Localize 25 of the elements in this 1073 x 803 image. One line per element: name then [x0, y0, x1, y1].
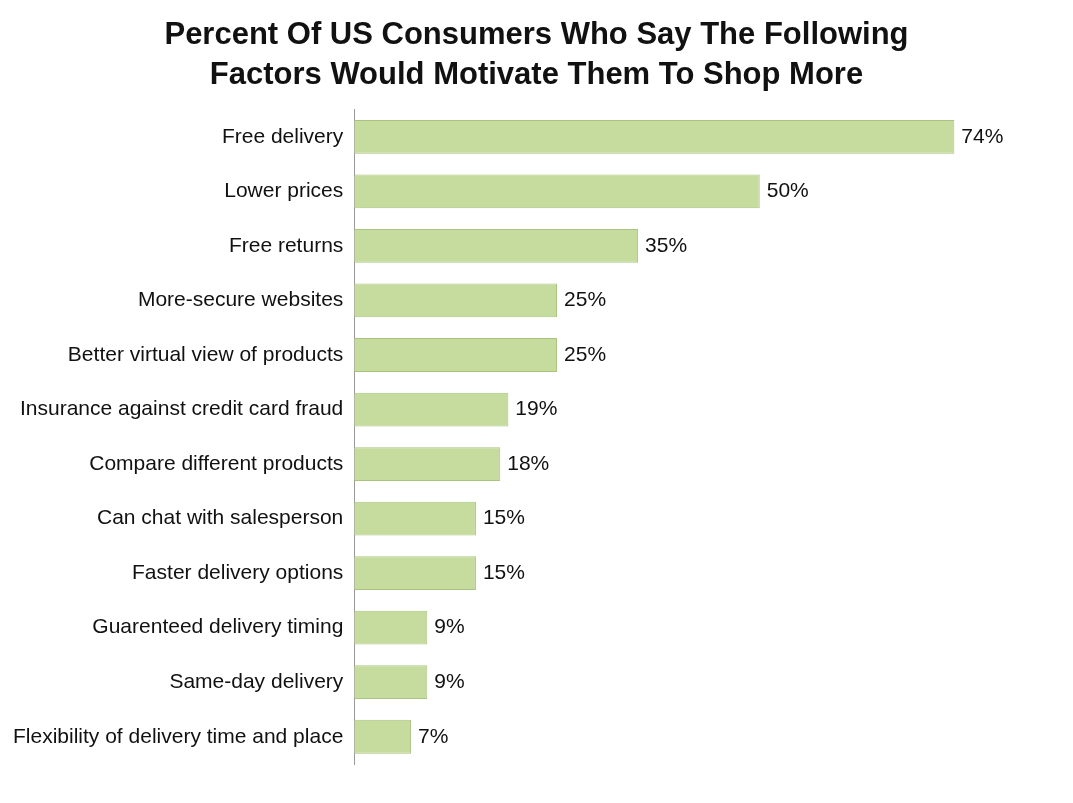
y-tick-label: Insurance against credit card fraud	[19, 396, 344, 420]
data-label: 25%	[564, 341, 607, 365]
data-label: 35%	[645, 232, 688, 256]
data-label: 15%	[482, 505, 525, 529]
y-tick-label: Guarenteed delivery timing	[92, 614, 344, 638]
data-label: 9%	[434, 669, 465, 692]
data-label: 15%	[482, 559, 525, 583]
y-tick-label: Flexibility of delivery time and place	[13, 723, 344, 747]
y-tick-label: Faster delivery options	[132, 559, 344, 583]
y-tick-label: Compare different products	[89, 450, 344, 474]
data-label: 7%	[418, 723, 449, 747]
y-tick-label: More-secure websites	[137, 287, 344, 311]
data-label: 50%	[766, 178, 809, 202]
data-label: 25%	[564, 287, 607, 311]
y-tick-label: Lower prices	[224, 178, 344, 202]
data-label: 18%	[507, 450, 550, 474]
y-tick-label: Better virtual view of products	[67, 341, 344, 365]
data-label: 19%	[515, 396, 558, 420]
data-label: 74%	[961, 123, 1004, 147]
data-label: 9%	[434, 614, 465, 638]
y-tick-label: Free returns	[228, 232, 344, 256]
chart-title: Percent Of US Consumers Who Say The Following Factors Would Motivate Them To Shop More	[163, 15, 910, 93]
y-tick-label: Can chat with salesperson	[97, 505, 344, 529]
y-tick-label: Same-day delivery	[169, 669, 344, 692]
y-tick-label: Free delivery	[221, 123, 344, 147]
